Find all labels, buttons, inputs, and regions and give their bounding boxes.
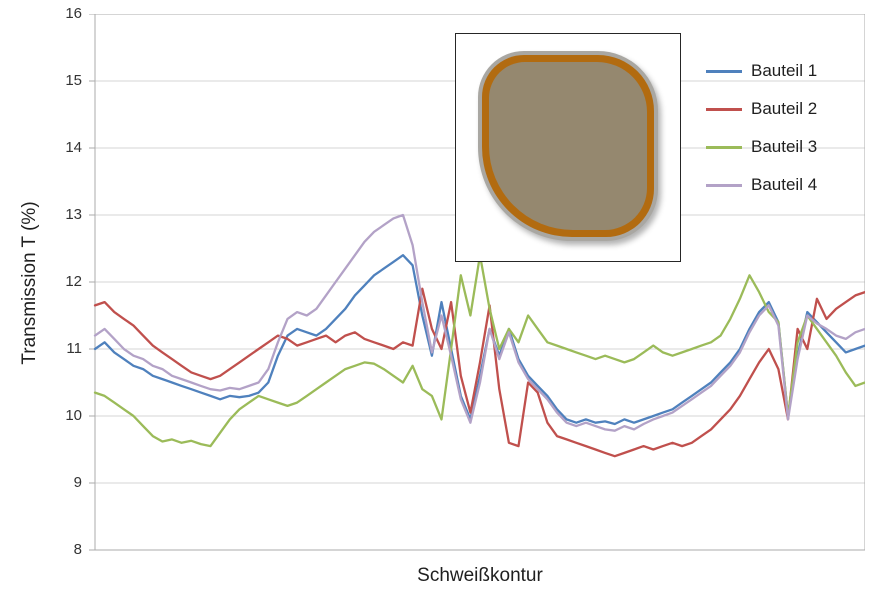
legend-line-sample	[706, 145, 742, 149]
legend-item-bauteil-1: Bauteil 1	[706, 52, 817, 90]
legend-label: Bauteil 1	[751, 61, 818, 80]
y-tick-label: 15	[65, 72, 82, 89]
series-line-bauteil-2	[93, 287, 865, 458]
legend: Bauteil 1 Bauteil 2 Bauteil 3 Bauteil 4	[706, 52, 817, 204]
legend-line-sample	[706, 69, 742, 73]
weld-contour-outer-ring	[478, 51, 658, 241]
y-tick-label: 12	[65, 273, 82, 290]
y-tick-label: 13	[65, 206, 82, 223]
series-line-bauteil-4	[93, 213, 865, 432]
inset-contour-box	[455, 33, 681, 262]
y-tick-label: 11	[66, 340, 82, 357]
y-tick-label: 8	[73, 541, 82, 558]
y-tick-label: 10	[65, 407, 82, 424]
weld-contour-ring	[482, 55, 654, 237]
legend-line-sample	[706, 183, 742, 187]
y-axis-title: Transmission T (%)	[19, 201, 40, 365]
y-tick-label: 9	[73, 474, 82, 491]
legend-line-sample	[706, 107, 742, 111]
legend-label: Bauteil 3	[751, 137, 818, 156]
y-tick-label: 16	[65, 5, 82, 22]
x-axis-title: Schweißkontur	[417, 565, 543, 586]
legend-item-bauteil-4: Bauteil 4	[706, 166, 817, 204]
legend-label: Bauteil 4	[751, 175, 818, 194]
y-tick-label: 14	[65, 139, 82, 156]
legend-item-bauteil-2: Bauteil 2	[706, 90, 817, 128]
series-line-bauteil-3	[93, 254, 865, 448]
legend-item-bauteil-3: Bauteil 3	[706, 128, 817, 166]
weld-contour-fill	[489, 62, 647, 230]
legend-label: Bauteil 2	[751, 99, 818, 118]
series-line-bauteil-1	[93, 254, 865, 426]
